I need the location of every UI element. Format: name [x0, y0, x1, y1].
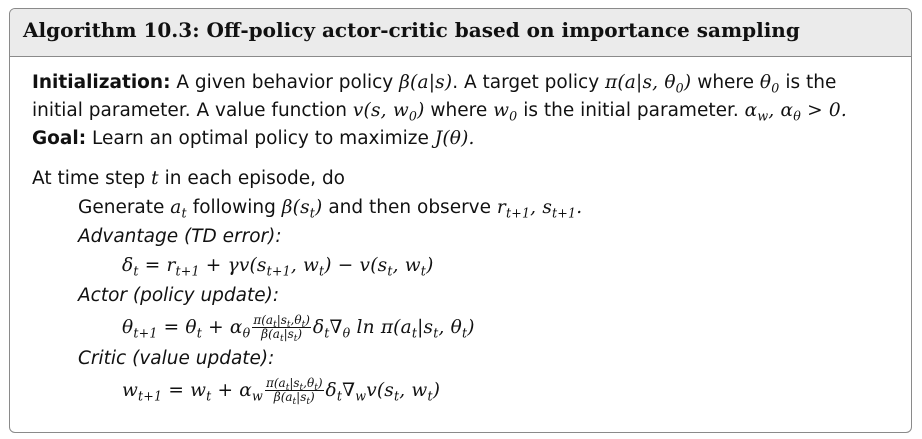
goal-label: Goal: [32, 128, 87, 149]
initialization-line-1: Initialization: A given behavior policy … [32, 71, 836, 95]
text: in each episode, do [164, 168, 346, 189]
actor-heading: Actor (policy update): [78, 285, 280, 306]
algorithm-box: Algorithm 10.3: Off-policy actor-critic … [9, 8, 912, 433]
importance-ratio: π(at|st,θt) β(at|st) [252, 313, 311, 345]
math: β(st) [281, 197, 323, 221]
math: at [170, 197, 187, 221]
text: initial parameter. A value function [32, 100, 348, 121]
goal-text: Learn an optimal policy to maximize [92, 128, 429, 149]
text: Generate [78, 197, 165, 218]
math: v(s, w0) [352, 100, 425, 124]
importance-ratio: π(at|st,θt) β(at|st) [264, 376, 324, 408]
math: π(a|s, θ0) [605, 72, 692, 96]
actor-equation: θt+1 = θt + αθ π(at|st,θt) β(at|st) δt∇θ ln… [122, 313, 475, 345]
math: θ0 [759, 72, 780, 96]
text: and then observe [328, 197, 492, 218]
algorithm-title-bar: Algorithm 10.3: Off-policy actor-critic … [10, 9, 911, 57]
text: where [430, 100, 488, 121]
text: is the [785, 72, 837, 93]
text: . A target policy [452, 72, 600, 93]
text: where [697, 72, 755, 93]
loop-line: At time step t in each episode, do [32, 167, 345, 191]
text: following [192, 197, 276, 218]
goal-math: J(θ). [434, 128, 475, 149]
algorithm-title: Algorithm 10.3: Off-policy actor-critic … [23, 18, 800, 42]
generate-line: Generate at following β(st) and then obs… [78, 196, 582, 220]
goal-line: Goal: Learn an optimal policy to maximiz… [32, 127, 475, 151]
math: t [151, 168, 159, 189]
math: w0 [493, 100, 518, 124]
math: rt+1, st+1. [496, 197, 583, 221]
text: At time step [32, 168, 146, 189]
initialization-line-2: initial parameter. A value function v(s,… [32, 99, 847, 123]
text: A given behavior policy [176, 72, 394, 93]
math: αw, αθ > 0. [744, 100, 847, 124]
text: is the initial parameter. [523, 100, 739, 121]
advantage-heading: Advantage (TD error): [78, 226, 282, 247]
advantage-equation: δt = rt+1 + γv(st+1, wt) − v(st, wt) [122, 255, 434, 279]
critic-heading: Critic (value update): [78, 348, 275, 369]
initialization-label: Initialization: [32, 72, 171, 93]
math: β(a|s) [399, 72, 453, 93]
critic-equation: wt+1 = wt + αw π(at|st,θt) β(at|st) δt∇wv(s… [122, 376, 441, 408]
